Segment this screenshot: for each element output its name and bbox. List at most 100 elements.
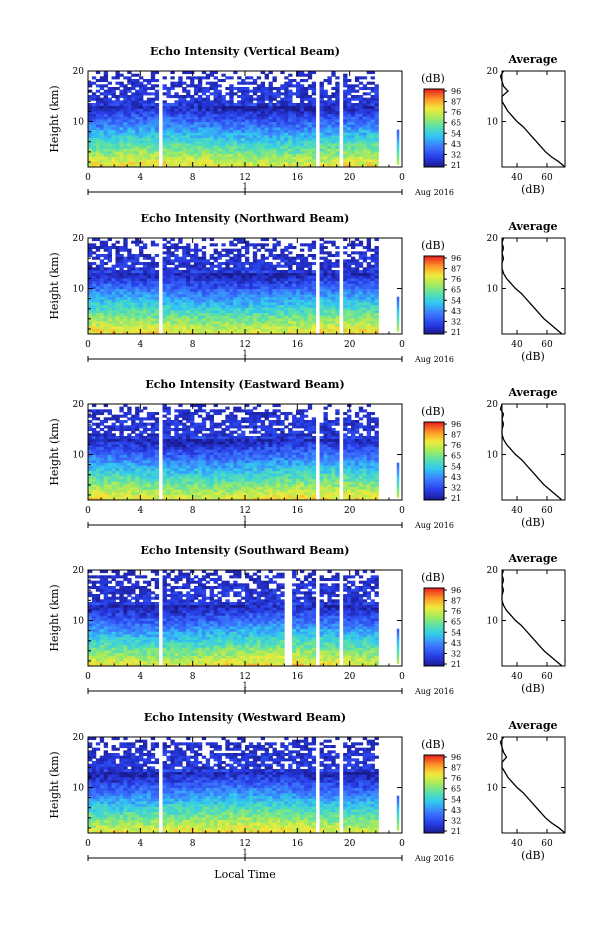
heatmap-cell <box>343 135 347 138</box>
heatmap-cell <box>104 241 108 244</box>
heatmap-cell <box>210 297 214 300</box>
heatmap-cell <box>194 254 198 257</box>
heatmap-cell <box>335 90 339 93</box>
heatmap-cell <box>304 124 308 127</box>
heatmap-cell <box>280 281 284 284</box>
heatmap-cell <box>123 116 127 119</box>
heatmap-cell <box>265 286 269 289</box>
heatmap-cell <box>249 143 253 146</box>
heatmap-cell <box>261 87 265 90</box>
heatmap-cell <box>112 130 116 133</box>
heatmap-cell <box>284 262 288 265</box>
heatmap-cell <box>155 98 159 101</box>
heatmap-cell <box>371 297 375 300</box>
heatmap-cell <box>241 114 245 117</box>
heatmap-cell <box>280 87 284 90</box>
heatmap-cell <box>324 146 328 149</box>
heatmap-cell <box>276 106 280 109</box>
heatmap-cell <box>265 124 269 127</box>
heatmap-cell <box>225 132 229 135</box>
heatmap-cell <box>115 439 119 442</box>
heatmap-cell <box>375 257 379 260</box>
heatmap-cell <box>304 146 308 149</box>
heatmap-cell <box>331 114 335 117</box>
heatmap-cell <box>202 262 206 265</box>
heatmap-cell <box>229 151 233 154</box>
heatmap-cell <box>312 87 316 90</box>
heatmap-cell <box>108 323 112 326</box>
heatmap-cell <box>312 275 316 278</box>
heatmap-cell <box>363 162 367 165</box>
heatmap-cell <box>257 297 261 300</box>
heatmap-cell <box>108 471 112 474</box>
heatmap-cell <box>214 130 218 133</box>
heatmap-cell <box>221 286 225 289</box>
heatmap-cell <box>351 114 355 117</box>
heatmap-cell <box>198 148 202 151</box>
heatmap-cell <box>170 151 174 154</box>
heatmap-cell <box>147 299 151 302</box>
heatmap-cell <box>112 484 116 487</box>
heatmap-cell <box>127 146 131 149</box>
heatmap-cell <box>96 299 100 302</box>
heatmap-cell <box>174 82 178 85</box>
heatmap-cell <box>237 87 241 90</box>
heatmap-cell <box>186 251 190 254</box>
heatmap-cell <box>288 111 292 114</box>
heatmap-cell <box>115 138 119 141</box>
heatmap-cell <box>163 275 167 278</box>
heatmap-cell <box>127 257 131 260</box>
heatmap-cell <box>304 122 308 125</box>
heatmap-cell <box>261 326 265 329</box>
heatmap-cell <box>202 265 206 268</box>
heatmap-cell <box>100 254 104 257</box>
heatmap-cell <box>182 98 186 101</box>
heatmap-cell <box>170 297 174 300</box>
heatmap-cell <box>190 76 194 79</box>
heatmap-cell <box>170 119 174 122</box>
heatmap-cell <box>186 265 190 268</box>
heatmap-cell <box>272 143 276 146</box>
heatmap-cell <box>327 329 331 332</box>
heatmap-cell <box>202 108 206 111</box>
heatmap-cell <box>143 143 147 146</box>
heatmap-cell <box>123 318 127 321</box>
heatmap-cell <box>186 297 190 300</box>
heatmap-cell <box>265 270 269 273</box>
heatmap-cell <box>265 273 269 276</box>
heatmap-cell <box>331 111 335 114</box>
heatmap-cell <box>115 135 119 138</box>
colorbar <box>424 256 444 334</box>
heatmap-cell <box>96 138 100 141</box>
heatmap-cell <box>367 162 371 165</box>
heatmap-cell <box>119 473 123 476</box>
heatmap-cell <box>206 82 210 85</box>
heatmap-cell <box>304 318 308 321</box>
heatmap-cell <box>233 254 237 257</box>
heatmap-cell <box>115 321 119 324</box>
heatmap-cell <box>170 305 174 308</box>
heatmap-cell <box>167 148 171 151</box>
heatmap-cell <box>96 447 100 450</box>
heatmap-cell <box>312 138 316 141</box>
heatmap-cell <box>206 151 210 154</box>
colorbar-tick-label: 96 <box>451 254 461 263</box>
heatmap-cell <box>108 119 112 122</box>
heatmap-cell <box>245 95 249 98</box>
heatmap-cell <box>190 103 194 106</box>
heatmap-cell <box>139 90 143 93</box>
heatmap-cell <box>355 329 359 332</box>
heatmap-cell <box>198 291 202 294</box>
heatmap-cell <box>123 297 127 300</box>
heatmap-cell <box>276 289 280 292</box>
heatmap-cell <box>276 87 280 90</box>
heatmap-cell <box>92 433 96 436</box>
heatmap-cell <box>155 318 159 321</box>
heatmap-cell <box>375 111 379 114</box>
heatmap-cell <box>308 124 312 127</box>
heatmap-cell <box>163 318 167 321</box>
heatmap-cell <box>115 289 119 292</box>
heatmap-cell <box>371 108 375 111</box>
heatmap-cell <box>88 436 92 439</box>
heatmap-cell <box>104 487 108 490</box>
